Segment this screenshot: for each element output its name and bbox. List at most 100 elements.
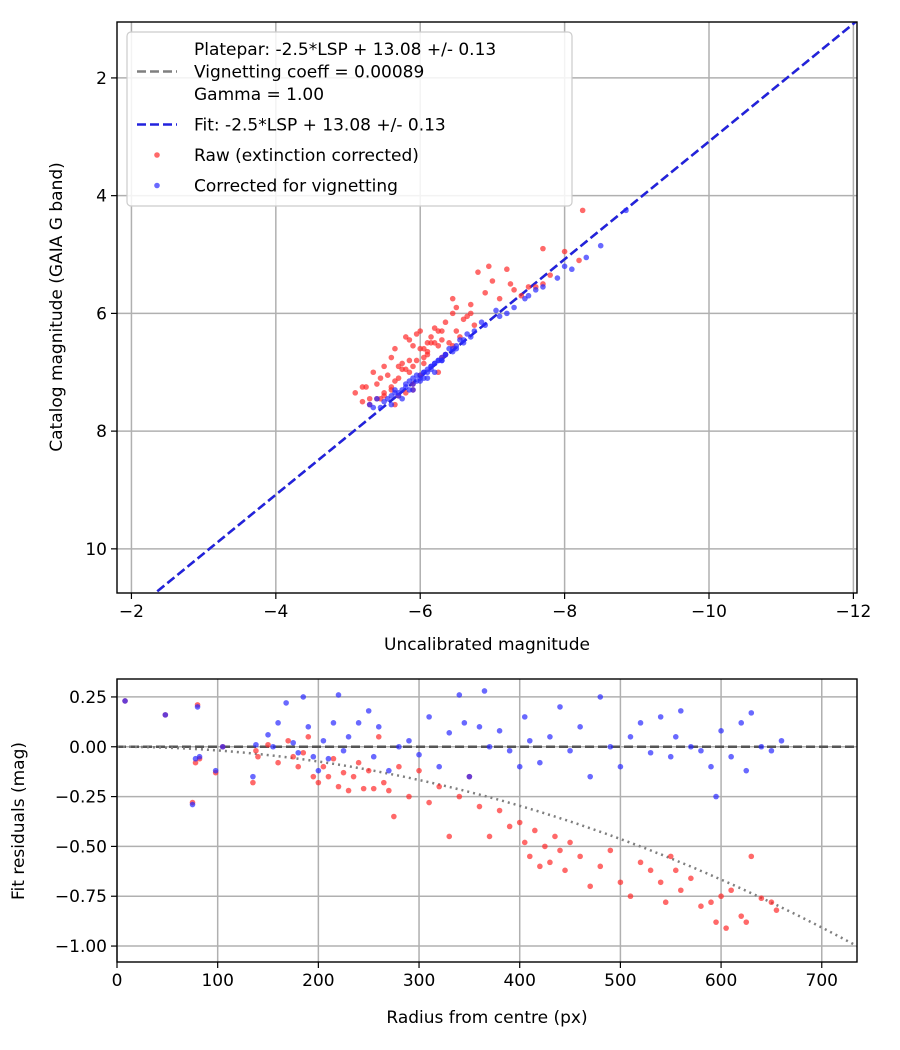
- legend-frame: [126, 31, 573, 207]
- top-point: [522, 295, 528, 302]
- bottom-point: [587, 883, 593, 890]
- bottom-point: [672, 733, 679, 740]
- bottom-point: [627, 893, 634, 900]
- top-point: [399, 366, 405, 373]
- bottom-point: [773, 907, 780, 913]
- top-y-tick-label: 2: [96, 69, 107, 89]
- bottom-point: [189, 801, 196, 808]
- bottom-x-tick-label: 0: [112, 971, 123, 991]
- top-point: [439, 328, 445, 334]
- bottom-point: [340, 747, 347, 754]
- bottom-point: [557, 704, 563, 710]
- bottom-point: [567, 839, 573, 846]
- top-point: [453, 328, 460, 334]
- bottom-point: [270, 743, 276, 750]
- bottom-point: [748, 710, 755, 716]
- legend: Platepar: -2.5*LSP + 13.08 +/- 0.13 Vigne…: [126, 31, 573, 207]
- top-point: [460, 316, 467, 323]
- bottom-point: [476, 803, 483, 810]
- top-point: [442, 319, 449, 326]
- bottom-point: [456, 793, 463, 800]
- bottom-point: [486, 833, 493, 840]
- legend-label: Corrected for vignetting: [194, 177, 398, 197]
- bottom-point: [552, 833, 558, 840]
- top-point: [489, 278, 496, 284]
- top-point: [597, 242, 604, 249]
- bottom-y-tick-label: −0.50: [55, 837, 107, 857]
- bottom-point: [557, 847, 563, 854]
- top-point: [453, 345, 460, 352]
- top-point: [623, 207, 629, 214]
- bottom-point: [496, 807, 503, 814]
- bottom-point: [335, 783, 342, 790]
- top-point: [540, 284, 546, 290]
- top-point: [532, 287, 539, 293]
- top-point: [442, 351, 449, 358]
- bottom-point: [678, 887, 684, 894]
- bottom-point: [305, 733, 312, 740]
- top-point: [370, 369, 377, 376]
- top-point: [424, 340, 431, 346]
- bottom-point: [567, 747, 573, 754]
- top-point: [511, 287, 517, 293]
- bottom-point: [340, 769, 347, 776]
- bottom-point: [416, 767, 422, 774]
- legend-label: Platepar: -2.5*LSP + 13.08 +/- 0.13: [194, 40, 496, 60]
- top-point: [576, 257, 582, 264]
- bottom-x-tick-label: 500: [604, 971, 636, 991]
- top-point: [392, 390, 398, 396]
- top-y-axis-label: Catalog magnitude (GAIA G band): [47, 162, 67, 452]
- bottom-point: [250, 779, 256, 786]
- bottom-point: [192, 759, 199, 766]
- bottom-point: [406, 793, 412, 800]
- bottom-point: [708, 899, 714, 906]
- bottom-point: [678, 708, 684, 714]
- top-x-tick-label: −2: [119, 602, 144, 622]
- bottom-point: [607, 743, 614, 750]
- bottom-point: [647, 749, 654, 756]
- bottom-point: [162, 712, 169, 718]
- bottom-point: [212, 767, 219, 774]
- bottom-x-axis-label: Radius from centre (px): [386, 1008, 587, 1028]
- top-point: [413, 331, 420, 337]
- bottom-point: [375, 724, 382, 730]
- top-point: [421, 354, 427, 361]
- bottom-point: [688, 743, 694, 750]
- bottom-point: [370, 785, 377, 792]
- top-point: [453, 304, 460, 311]
- bottom-point: [275, 759, 281, 766]
- legend-label: Gamma = 1.00: [194, 85, 324, 105]
- bottom-point: [627, 733, 634, 740]
- bottom-point: [768, 747, 775, 754]
- bottom-point: [456, 692, 463, 698]
- bottom-point: [672, 867, 679, 874]
- top-point: [475, 269, 481, 275]
- bottom-point: [496, 728, 503, 734]
- top-point: [547, 272, 553, 278]
- bottom-point: [637, 859, 644, 866]
- bottom-point: [219, 743, 226, 750]
- bottom-point: [476, 724, 483, 730]
- bottom-point: [275, 720, 281, 726]
- top-point: [399, 395, 405, 402]
- bottom-frame: [116, 678, 858, 963]
- bottom-point: [365, 708, 372, 714]
- bottom-point: [617, 879, 624, 886]
- bottom-point: [587, 773, 593, 780]
- bottom-point: [416, 751, 422, 758]
- bottom-y-axis-label: Fit residuals (mag): [9, 742, 29, 900]
- bottom-point: [758, 743, 765, 750]
- bottom-point: [461, 720, 468, 726]
- top-point: [540, 245, 546, 252]
- bottom-point: [265, 732, 271, 738]
- top-point: [366, 395, 373, 402]
- bottom-point: [713, 793, 719, 800]
- top-point: [486, 263, 492, 270]
- top-point: [377, 404, 384, 411]
- bottom-point: [335, 692, 342, 698]
- bottom-point: [758, 895, 765, 902]
- bottom-x-tick-label: 700: [806, 971, 838, 991]
- top-point: [449, 310, 456, 317]
- bottom-residual-plot: 0 100 200 300 400 500 600 700 0.25 0.00 −0.25 −0.50…: [55, 678, 858, 991]
